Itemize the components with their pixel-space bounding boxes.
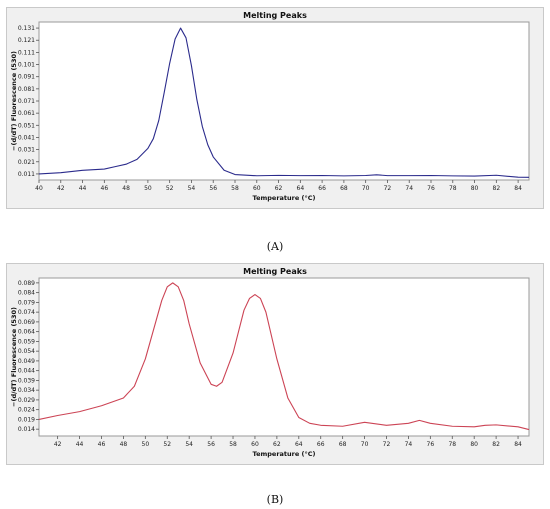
y-tick-label: 0.091: [18, 74, 35, 81]
x-tick-label: 54: [185, 441, 193, 448]
y-tick-label: 0.101: [18, 62, 35, 69]
y-tick-label: 0.031: [18, 147, 35, 154]
y-tick-label: 0.061: [18, 110, 35, 117]
y-tick-label: 0.121: [18, 37, 35, 44]
x-tick-label: 46: [98, 441, 106, 448]
x-tick-label: 70: [361, 441, 369, 448]
y-axis-label: −(d/dT) Fluorescence (530): [10, 51, 18, 151]
y-tick-label: 0.059: [18, 338, 35, 345]
x-tick-label: 76: [427, 441, 435, 448]
chart-b-svg: 0.014 0.019 0.024 0.029 0.034 0.039 0.044 0.049…: [10, 277, 530, 458]
x-tick-label: 66: [317, 441, 325, 448]
x-tick-label: 44: [76, 441, 84, 448]
x-tick-label: 48: [122, 185, 130, 192]
x-tick-label: 80: [471, 185, 479, 192]
x-tick-label: 48: [120, 441, 128, 448]
x-tick-label: 60: [253, 185, 261, 192]
y-tick-label: 0.051: [18, 122, 35, 129]
x-tick-label: 56: [207, 441, 215, 448]
panel-caption-b: (B): [266, 493, 284, 506]
x-tick-label: 76: [427, 185, 435, 192]
y-tick-label: 0.029: [18, 397, 35, 404]
x-tick-label: 42: [57, 185, 65, 192]
chart-a-svg: 0.011 0.021 0.031 0.041 0.051 0.061 0.071 0.081…: [10, 21, 530, 202]
chart-title: Melting Peaks: [243, 11, 307, 20]
x-tick-label: 82: [492, 441, 500, 448]
x-axis-label: Temperature (°C): [253, 450, 316, 458]
y-tick-label: 0.089: [18, 280, 35, 287]
chart-title: Melting Peaks: [243, 267, 307, 276]
x-tick-label: 50: [144, 185, 152, 192]
x-tick-label: 78: [449, 185, 457, 192]
x-tick-label: 84: [514, 185, 522, 192]
x-tick-label: 52: [166, 185, 174, 192]
y-tick-label: 0.044: [18, 368, 35, 375]
x-tick-label: 44: [79, 185, 87, 192]
series-line: [38, 282, 530, 431]
x-tick-label: 52: [163, 441, 171, 448]
y-tick-label: 0.054: [18, 348, 35, 355]
x-tick-label: 64: [295, 441, 303, 448]
chart-panel-b: Melting Peaks 0.014 0.019 0.024 0.029 0.034 0…: [6, 263, 544, 465]
x-tick-label: 68: [340, 185, 348, 192]
x-tick-label: 74: [405, 441, 413, 448]
x-tick-label: 70: [362, 185, 370, 192]
y-tick-label: 0.074: [18, 309, 35, 316]
x-tick-label: 58: [231, 185, 239, 192]
x-tick-label: 50: [142, 441, 150, 448]
x-tick-label: 72: [384, 185, 392, 192]
x-tick-label: 58: [229, 441, 237, 448]
x-tick-label: 40: [35, 185, 43, 192]
y-tick-label: 0.039: [18, 377, 35, 384]
plot-area: [38, 21, 530, 181]
x-tick-label: 80: [470, 441, 478, 448]
y-tick-label: 0.019: [18, 416, 35, 423]
x-axis-label: Temperature (°C): [253, 194, 316, 202]
x-tick-label: 62: [273, 441, 281, 448]
x-tick-label: 46: [101, 185, 109, 192]
x-tick-label: 60: [251, 441, 259, 448]
panel-caption-a: (A): [266, 240, 284, 253]
x-tick-label: 74: [405, 185, 413, 192]
x-tick-label: 42: [54, 441, 62, 448]
y-tick-label: 0.071: [18, 98, 35, 105]
y-tick-label: 0.011: [18, 171, 35, 178]
x-tick-label: 66: [318, 185, 326, 192]
y-tick-label: 0.014: [18, 426, 35, 433]
y-tick-label: 0.069: [18, 319, 35, 326]
y-tick-label: 0.024: [18, 407, 35, 414]
y-tick-label: 0.034: [18, 387, 35, 394]
y-tick-label: 0.079: [18, 299, 35, 306]
y-axis-label: −(d/dT) Fluorescence (530): [10, 307, 18, 407]
y-tick-label: 0.049: [18, 358, 35, 365]
chart-panel-a: Melting Peaks 0.011 0.021 0.031 0.041 0.051 0…: [6, 7, 544, 209]
x-tick-label: 72: [383, 441, 391, 448]
y-tick-label: 0.081: [18, 86, 35, 93]
y-tick-label: 0.084: [18, 290, 35, 297]
x-tick-label: 54: [188, 185, 196, 192]
plot-area: [38, 277, 530, 437]
x-tick-label: 62: [275, 185, 283, 192]
series-line: [38, 27, 530, 178]
x-tick-label: 64: [297, 185, 305, 192]
x-tick-label: 78: [448, 441, 456, 448]
x-tick-label: 82: [493, 185, 501, 192]
y-tick-label: 0.041: [18, 134, 35, 141]
y-tick-label: 0.064: [18, 329, 35, 336]
y-tick-label: 0.021: [18, 159, 35, 166]
y-tick-label: 0.111: [18, 49, 35, 56]
x-tick-label: 84: [514, 441, 522, 448]
x-tick-label: 68: [339, 441, 347, 448]
x-tick-label: 56: [209, 185, 217, 192]
y-tick-label: 0.131: [18, 25, 35, 32]
